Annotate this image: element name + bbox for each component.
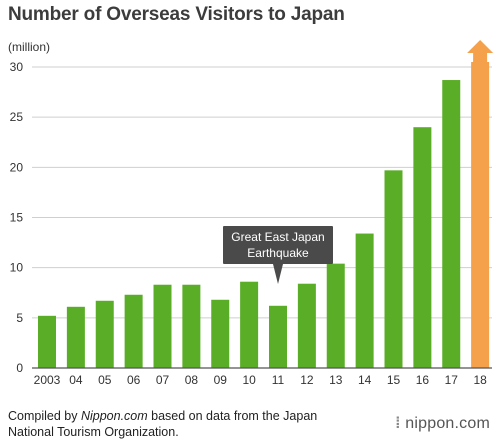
y-tick-label: 30: [10, 60, 24, 74]
source-note-prefix: Compiled by: [8, 409, 81, 423]
x-tick-label: 18: [473, 373, 487, 387]
y-axis-unit-label: (million): [8, 40, 50, 54]
logo-mark-icon: ⁞: [395, 415, 406, 432]
bar: [384, 170, 403, 368]
x-tick-label: 10: [242, 373, 256, 387]
nippon-logo: ⁞ nippon.com: [395, 415, 490, 433]
bar-overflow-arrow: [467, 40, 494, 62]
y-tick-label: 0: [16, 361, 23, 375]
logo-text: nippon.com: [405, 415, 490, 432]
bar: [211, 299, 230, 368]
x-tick-label: 14: [358, 373, 372, 387]
bar: [297, 283, 316, 368]
bar: [413, 127, 432, 368]
x-tick-label: 16: [416, 373, 430, 387]
bar: [153, 284, 172, 368]
x-tick-label: 08: [185, 373, 199, 387]
bar: [442, 80, 461, 368]
bar: [269, 305, 287, 368]
annotation-box: [223, 226, 333, 264]
bar: [240, 281, 259, 368]
y-tick-label: 15: [10, 211, 24, 225]
annotation-text-line2: Earthquake: [247, 246, 309, 260]
source-note-name: Nippon.com: [80, 409, 148, 423]
x-tick-label: 17: [445, 373, 459, 387]
bar: [95, 300, 114, 368]
source-note-suffix: based on data from the Japan: [147, 409, 318, 423]
bar: [355, 233, 374, 368]
source-note: Compiled by Nippon.com based on data fro…: [8, 408, 317, 440]
bar: [66, 306, 85, 368]
bar: [182, 284, 201, 368]
annotation-text-line1: Great East Japan: [231, 230, 324, 244]
y-tick-label: 20: [10, 160, 24, 174]
x-tick-label: 11: [272, 373, 285, 387]
y-tick-label: 25: [10, 110, 24, 124]
x-tick-label: 13: [329, 373, 343, 387]
x-tick-label: 07: [156, 373, 170, 387]
y-tick-label: 5: [16, 311, 23, 325]
bar: [38, 315, 56, 368]
bar: [326, 263, 345, 368]
x-tick-label: 05: [98, 373, 112, 387]
x-tick-label: 15: [387, 373, 401, 387]
x-tick-label: 2003: [34, 373, 61, 387]
y-tick-label: 10: [10, 261, 24, 275]
x-tick-label: 04: [69, 373, 83, 387]
x-tick-label: 12: [300, 373, 314, 387]
bar: [471, 62, 490, 368]
bar: [124, 294, 143, 368]
chart-title: Number of Overseas Visitors to Japan: [8, 4, 345, 25]
annotation-pointer: [273, 264, 283, 284]
source-note-line2: National Tourism Organization.: [8, 425, 179, 439]
x-tick-label: 06: [127, 373, 141, 387]
x-tick-label: 09: [214, 373, 228, 387]
